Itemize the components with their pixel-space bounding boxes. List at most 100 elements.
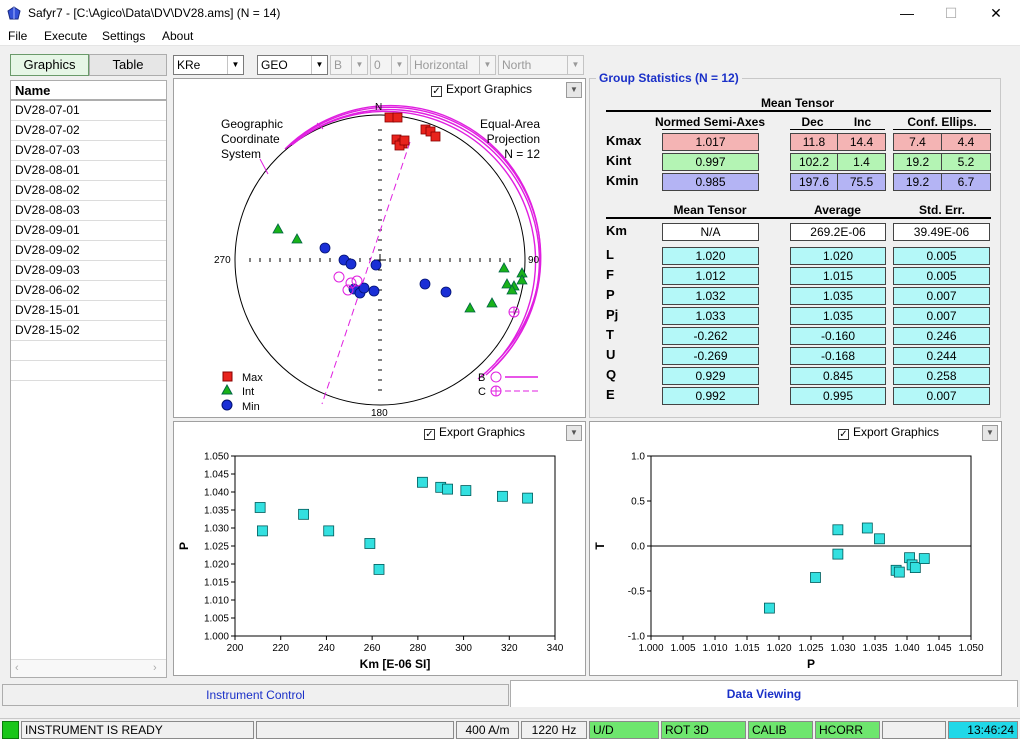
list-item[interactable]: DV28-09-03 bbox=[11, 261, 166, 281]
p-t-chart: 1.000 1.005 1.010 1.015 1.020 1.025 1.030 1.035… bbox=[593, 452, 984, 672]
data-point bbox=[417, 476, 428, 488]
param-mean: -0.262 bbox=[662, 327, 759, 345]
menu-about[interactable]: About bbox=[162, 29, 194, 43]
group-stats-panel: Group Statistics (N = 12) Mean Tensor No… bbox=[589, 71, 1001, 418]
list-item[interactable]: DV28-06-02 bbox=[11, 281, 166, 301]
list-item[interactable]: DV28-08-03 bbox=[11, 201, 166, 221]
list-item[interactable]: DV28-15-01 bbox=[11, 301, 166, 321]
export-label: Export Graphics bbox=[446, 82, 533, 96]
p-t-chart-panel: ✓ Export Graphics ▼ 1.000 1.005 1.010 1.015 1… bbox=[589, 421, 1002, 676]
param-mean: -0.269 bbox=[662, 347, 759, 365]
x-tick-label: 1.045 bbox=[926, 643, 951, 654]
x-tick-label: 1.000 bbox=[638, 643, 663, 654]
group-stats-title: Group Statistics (N = 12) bbox=[596, 71, 742, 85]
system-select[interactable]: GEO ▼ bbox=[257, 55, 328, 75]
param-label: T bbox=[606, 327, 614, 342]
param-err: 0.258 bbox=[893, 367, 990, 385]
data-point bbox=[497, 490, 508, 502]
y-tick-label: -0.5 bbox=[628, 587, 646, 598]
km-label: Km bbox=[606, 223, 627, 238]
tab-instrument-control[interactable]: Instrument Control bbox=[2, 684, 509, 706]
param-avg: -0.168 bbox=[790, 347, 886, 365]
north-select[interactable]: North ▼ bbox=[498, 55, 584, 75]
menu-execute[interactable]: Execute bbox=[44, 29, 88, 43]
x-tick-label: 240 bbox=[318, 643, 335, 654]
data-point bbox=[874, 533, 885, 545]
net-circle bbox=[234, 114, 526, 406]
export-graphics-check[interactable]: ✓ Export Graphics bbox=[424, 425, 525, 440]
list-item[interactable]: DV28-15-02 bbox=[11, 321, 166, 341]
legend-b-marker bbox=[490, 371, 502, 383]
maximize-button[interactable]: ☐ bbox=[944, 5, 958, 21]
data-point bbox=[893, 566, 905, 578]
list-item[interactable]: DV28-08-01 bbox=[11, 161, 166, 181]
data-point bbox=[442, 483, 453, 495]
tab-graphics[interactable]: Graphics bbox=[10, 54, 89, 76]
inc-value: 14.4 bbox=[837, 133, 886, 151]
panel-menu-button[interactable]: ▼ bbox=[982, 425, 998, 441]
b-select[interactable]: B ▼ bbox=[330, 55, 368, 75]
status-empty bbox=[256, 721, 454, 739]
conf2-value: 6.7 bbox=[941, 173, 991, 191]
list-item[interactable]: DV28-08-02 bbox=[11, 181, 166, 201]
zero-select[interactable]: 0 ▼ bbox=[370, 55, 408, 75]
south-label: 180 bbox=[371, 408, 388, 417]
close-button[interactable]: ✕ bbox=[990, 5, 1002, 21]
conf1-value: 19.2 bbox=[893, 173, 942, 191]
y-tick-label: 1.015 bbox=[204, 578, 229, 589]
mean-tensor-col: Mean Tensor bbox=[673, 203, 747, 217]
checkbox-icon: ✓ bbox=[424, 429, 435, 440]
horizontal-scrollbar[interactable]: ‹ › bbox=[11, 659, 166, 677]
title-bar: Safyr7 - [C:\Agico\Data\DV\DV28.ams] (N … bbox=[0, 0, 1020, 26]
param-err: 0.005 bbox=[893, 247, 990, 265]
export-graphics-check[interactable]: ✓ Export Graphics bbox=[838, 425, 939, 440]
param-label: P bbox=[606, 287, 615, 302]
y-axis-label: T bbox=[593, 542, 607, 550]
list-item[interactable]: DV28-07-03 bbox=[11, 141, 166, 161]
east-label: 90 bbox=[528, 255, 540, 266]
x-tick-label: 1.050 bbox=[958, 643, 983, 654]
x-tick-label: 1.020 bbox=[766, 643, 791, 654]
list-item[interactable]: DV28-09-02 bbox=[11, 241, 166, 261]
status-rot3d: ROT 3D bbox=[661, 721, 746, 739]
scroll-left-icon[interactable]: ‹ bbox=[15, 662, 19, 674]
system-value: GEO bbox=[261, 58, 288, 72]
param-avg: 1.015 bbox=[790, 267, 886, 285]
zero-value: 0 bbox=[374, 58, 381, 72]
list-item[interactable]: DV28-07-01 bbox=[11, 101, 166, 121]
list-item[interactable]: DV28-09-01 bbox=[11, 221, 166, 241]
conf-header: Conf. Ellips. bbox=[907, 115, 977, 129]
list-item[interactable]: DV28-07-02 bbox=[11, 121, 166, 141]
status-bar: INSTRUMENT IS READY 400 A/m 1220 Hz U/D … bbox=[0, 718, 1020, 739]
minimize-button[interactable]: — bbox=[900, 5, 914, 21]
x-tick-label: 280 bbox=[410, 643, 427, 654]
status-calib: CALIB bbox=[748, 721, 813, 739]
orientation-select[interactable]: Horizontal ▼ bbox=[410, 55, 496, 75]
dec-value: 11.8 bbox=[790, 133, 838, 151]
scroll-right-icon[interactable]: › bbox=[153, 662, 157, 674]
export-label: Export Graphics bbox=[439, 425, 526, 439]
panel-menu-button[interactable]: ▼ bbox=[566, 82, 582, 98]
tab-table[interactable]: Table bbox=[89, 54, 167, 76]
export-graphics-check[interactable]: ✓ Export Graphics bbox=[431, 82, 532, 97]
panel-menu-button[interactable]: ▼ bbox=[566, 425, 582, 441]
menu-settings[interactable]: Settings bbox=[102, 29, 146, 43]
tensor-select[interactable]: KRe ▼ bbox=[173, 55, 244, 75]
y-tick-label: 1.045 bbox=[204, 470, 229, 481]
param-err: 0.244 bbox=[893, 347, 990, 365]
conf1-value: 19.2 bbox=[893, 153, 942, 171]
param-err: 0.007 bbox=[893, 387, 990, 405]
c-circle-trace bbox=[321, 141, 411, 405]
y-tick-label: 1.000 bbox=[204, 632, 229, 643]
status-field: 400 A/m bbox=[456, 721, 519, 739]
menu-file[interactable]: File bbox=[8, 29, 28, 43]
data-point bbox=[832, 524, 844, 536]
x-tick-label: 300 bbox=[455, 643, 472, 654]
b-value: B bbox=[334, 58, 343, 72]
legend-c-marker bbox=[490, 385, 502, 397]
k-row-label: Kint bbox=[606, 153, 632, 168]
km-err: 39.49E-06 bbox=[893, 223, 990, 241]
param-err: 0.007 bbox=[893, 287, 990, 305]
checkbox-icon: ✓ bbox=[431, 86, 442, 97]
tab-data-viewing[interactable]: Data Viewing bbox=[510, 680, 1018, 707]
